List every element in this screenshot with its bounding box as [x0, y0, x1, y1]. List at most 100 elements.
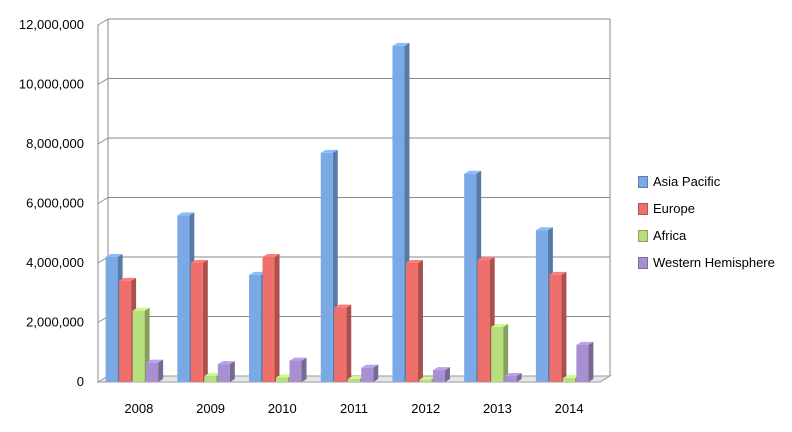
bar-top [204, 373, 222, 377]
bar-top [491, 323, 509, 327]
legend-label: Asia Pacific [653, 174, 721, 189]
bar-top [562, 375, 580, 379]
bar-europe [477, 260, 490, 382]
bar-top [334, 304, 352, 308]
bar-top [361, 364, 379, 368]
bar-side [561, 271, 567, 382]
bar-top [504, 373, 522, 377]
y-tick-label: 4,000,000 [26, 255, 84, 270]
x-tick-label: 2010 [268, 401, 297, 416]
legend-swatch [638, 202, 648, 215]
bar-top [146, 359, 164, 363]
bar-top [177, 212, 195, 216]
legend-swatch [638, 256, 648, 269]
bar-top [405, 260, 423, 263]
bar-side [229, 361, 235, 382]
legend-label: Europe [653, 201, 695, 216]
bar-africa [132, 310, 145, 382]
bar-side [202, 260, 208, 382]
legend-item-asia-pacific: Asia Pacific [638, 168, 775, 195]
legend-label: Africa [653, 228, 687, 243]
gridline-side [97, 197, 109, 204]
legend-swatch [638, 229, 648, 242]
bar-africa [491, 326, 504, 382]
gridline-side [97, 78, 109, 85]
bar-africa [562, 378, 575, 382]
bar-western-hemisphere [504, 376, 517, 382]
legend-item-western-hemisphere: Western Hemisphere [638, 249, 775, 276]
bar-top [320, 149, 338, 153]
bar-top [432, 367, 450, 371]
bar-western-hemisphere [432, 370, 445, 382]
bar-asia-pacific [105, 257, 118, 382]
y-tick-label: 6,000,000 [26, 196, 84, 211]
bar-africa [204, 376, 217, 382]
bar-europe [334, 307, 347, 382]
x-tick-label: 2013 [483, 401, 512, 416]
bar-top [576, 341, 594, 345]
bar-asia-pacific [320, 152, 333, 382]
bar-side [417, 260, 423, 382]
bar-top [535, 227, 553, 231]
bar-africa [276, 377, 289, 382]
bar-side [503, 323, 509, 382]
legend-label: Western Hemisphere [653, 255, 775, 270]
bar-africa [419, 379, 432, 382]
x-tick-label: 2012 [411, 401, 440, 416]
y-tick-label: 0 [77, 374, 84, 389]
bar-top [464, 170, 482, 174]
bar-asia-pacific [177, 215, 190, 382]
bar-africa [347, 379, 360, 382]
bar-top [249, 271, 267, 275]
bar-top [276, 374, 294, 378]
bar-top [419, 376, 437, 380]
bar-western-hemisphere [289, 360, 302, 382]
gridline-side [97, 18, 109, 26]
bar-side [158, 359, 164, 382]
legend-swatch [638, 175, 648, 188]
bar-side [588, 341, 594, 382]
bar-side [444, 367, 450, 382]
bar-europe [405, 263, 418, 382]
legend: Asia Pacific Europe Africa Western Hemis… [638, 168, 775, 276]
x-tick-label: 2009 [196, 401, 225, 416]
bar-top [217, 361, 235, 365]
bar-top [549, 271, 567, 275]
bar-western-hemisphere [217, 364, 230, 382]
bar-europe [190, 263, 203, 382]
legend-item-europe: Europe [638, 195, 775, 222]
y-tick-label: 10,000,000 [19, 77, 84, 92]
bar-asia-pacific [464, 173, 477, 382]
bar-western-hemisphere [146, 362, 159, 382]
x-tick-label: 2011 [340, 401, 368, 416]
bar-top [132, 307, 150, 311]
bar-top [262, 254, 280, 258]
gridline-side [97, 137, 109, 145]
bar-europe [119, 280, 132, 382]
bar-top [289, 357, 307, 361]
y-tick-label: 12,000,000 [19, 17, 84, 32]
bar-top [477, 257, 495, 261]
bar-western-hemisphere [361, 367, 374, 382]
bar-side [373, 364, 379, 382]
x-tick-label: 2008 [124, 401, 153, 416]
bar-top [347, 376, 365, 380]
bar-side [516, 373, 522, 382]
bar-europe [549, 274, 562, 382]
bar-western-hemisphere [576, 344, 589, 382]
legend-item-africa: Africa [638, 222, 775, 249]
bar-side [346, 304, 352, 382]
bar-europe [262, 257, 275, 382]
y-tick-label: 8,000,000 [26, 136, 84, 151]
bar-top [392, 42, 410, 46]
x-tick-label: 2014 [555, 401, 584, 416]
bar-top [105, 254, 123, 258]
bar-side [301, 357, 307, 382]
bar-top [190, 260, 208, 263]
bar-side [274, 254, 280, 382]
bar-asia-pacific [392, 45, 405, 382]
bar-asia-pacific [535, 230, 548, 382]
bar-top [119, 277, 137, 281]
